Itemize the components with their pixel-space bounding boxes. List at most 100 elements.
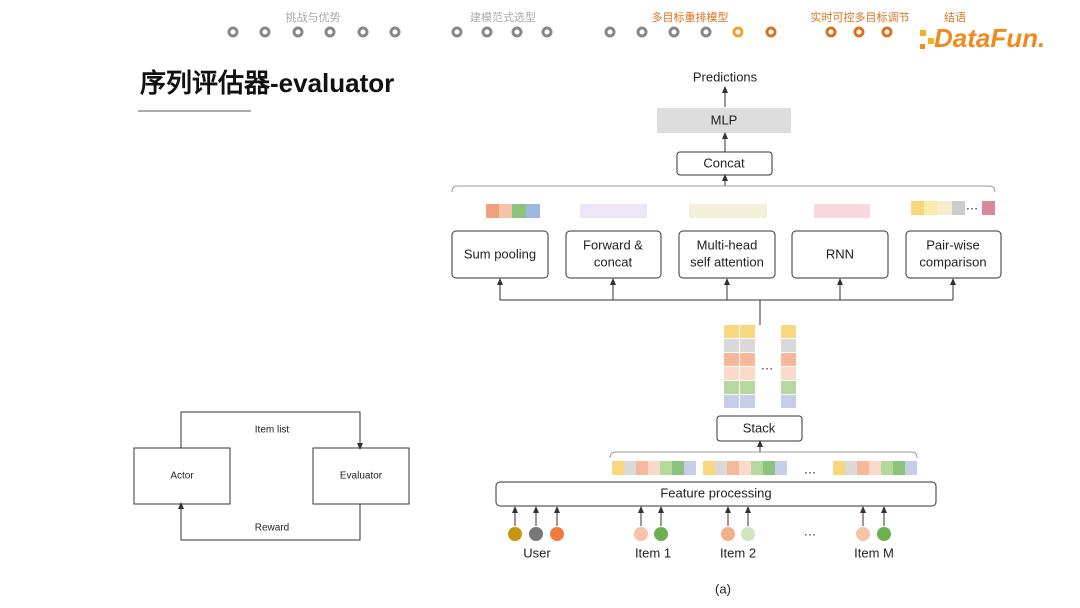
input-label: Item M	[854, 545, 894, 560]
feature-label: Feature processing	[660, 485, 771, 500]
feature-cell	[684, 461, 696, 475]
loop-bottom-label: Reward	[255, 523, 289, 534]
feature-cell	[763, 461, 775, 475]
input-nodes	[508, 506, 891, 541]
feature-cell	[751, 461, 763, 475]
module-label: comparison	[919, 254, 986, 269]
embedding-cell	[740, 395, 755, 408]
module-label: Pair-wise	[926, 237, 979, 252]
mlp-label: MLP	[711, 112, 738, 127]
feature-cell	[857, 461, 869, 475]
logo: DataFun.	[920, 23, 1045, 53]
embedding-cell	[781, 353, 796, 366]
nav-item[interactable]: 建模范式选型	[470, 10, 536, 24]
fanout-arrows	[497, 278, 956, 325]
actor-label: Actor	[170, 471, 194, 482]
input-node	[529, 527, 543, 541]
feature-cell	[869, 461, 881, 475]
embedding-cell	[740, 381, 755, 394]
feature-cell	[612, 461, 624, 475]
module-label: RNN	[826, 246, 854, 261]
embedding-cell	[740, 339, 755, 352]
embedding-cell	[724, 353, 739, 366]
input-node	[721, 527, 735, 541]
feature-cell	[881, 461, 893, 475]
module-label: Sum pooling	[464, 246, 536, 261]
loop-arrow	[178, 502, 361, 541]
input-node	[856, 527, 870, 541]
input-label: Item 1	[635, 545, 671, 560]
feature-cell	[703, 461, 715, 475]
ellipsis: …	[804, 523, 817, 538]
stack-label: Stack	[743, 420, 776, 435]
embedding-cell	[781, 325, 796, 338]
nav-item[interactable]: 实时可控多目标调节	[811, 10, 910, 24]
input-label: Item 2	[720, 545, 756, 560]
loop-top-label: Item list	[255, 425, 290, 436]
module-label: Forward &	[583, 237, 643, 252]
feature-cell	[775, 461, 787, 475]
actor-box	[133, 447, 231, 505]
feature-box	[495, 481, 937, 507]
input-node	[741, 527, 755, 541]
nav-item[interactable]: 结语	[944, 11, 966, 24]
feature-cell	[845, 461, 857, 475]
ellipsis: …	[761, 357, 774, 372]
brace	[609, 451, 918, 459]
feature-cell	[636, 461, 648, 475]
stack-grid	[724, 325, 796, 408]
feature-cell	[715, 461, 727, 475]
brace	[451, 185, 996, 193]
feature-cell	[624, 461, 636, 475]
input-node	[877, 527, 891, 541]
output-label: Predictions	[693, 69, 758, 84]
feature-cell	[672, 461, 684, 475]
embedding-cell	[724, 395, 739, 408]
embedding-cell	[781, 367, 796, 380]
module-label: concat	[594, 254, 633, 269]
concat-label: Concat	[703, 155, 745, 170]
input-label: User	[523, 545, 551, 560]
swatches: …	[486, 197, 995, 218]
input-node	[550, 527, 564, 541]
feature-cell	[905, 461, 917, 475]
embedding-cell	[781, 381, 796, 394]
feature-cell	[660, 461, 672, 475]
ellipsis: …	[804, 461, 817, 476]
module-label: Multi-head	[697, 237, 758, 252]
nav: 挑战与优势 建模范式选型 多目标重排模型 实时可控多目标调节 结语	[227, 10, 966, 38]
embedding-cell	[740, 353, 755, 366]
feature-cell	[727, 461, 739, 475]
caption: (a)	[715, 581, 731, 596]
feature-cell	[648, 461, 660, 475]
embedding-cell	[740, 367, 755, 380]
module-label: self attention	[690, 254, 764, 269]
logo-text: DataFun.	[934, 23, 1045, 53]
feature-swatches	[612, 461, 917, 475]
loop-arrow	[180, 411, 363, 450]
embedding-cell	[724, 381, 739, 394]
embedding-cell	[724, 339, 739, 352]
loop-diagram: Actor Evaluator Item list Reward	[133, 411, 410, 541]
feature-cell	[893, 461, 905, 475]
ellipsis: …	[966, 197, 979, 212]
input-node	[634, 527, 648, 541]
evaluator-label: Evaluator	[340, 471, 383, 482]
embedding-cell	[740, 325, 755, 338]
nav-item[interactable]: 多目标重排模型	[652, 10, 729, 24]
embedding-cell	[724, 325, 739, 338]
embedding-cell	[724, 367, 739, 380]
feature-cell	[739, 461, 751, 475]
input-node	[654, 527, 668, 541]
mlp-box	[657, 108, 791, 133]
embedding-cell	[781, 395, 796, 408]
evaluator-diagram: Predictions MLP Concat … Sum pooling For…	[451, 69, 1002, 596]
input-node	[508, 527, 522, 541]
feature-cell	[833, 461, 845, 475]
nav-dots	[227, 26, 893, 38]
nav-item[interactable]: 挑战与优势	[286, 10, 341, 24]
slide-title: 序列评估器-evaluator	[140, 68, 394, 98]
embedding-cell	[781, 339, 796, 352]
modules: Sum pooling Forward & concat Multi-head …	[451, 230, 1002, 279]
